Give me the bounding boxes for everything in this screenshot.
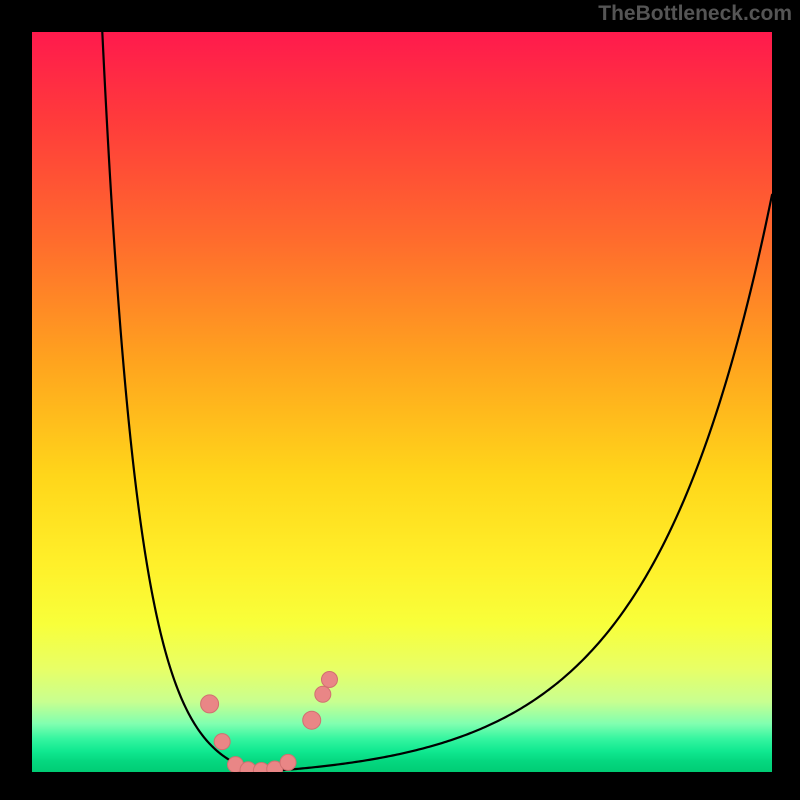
curve-marker — [303, 711, 321, 729]
chart-background — [32, 32, 772, 772]
curve-marker — [201, 695, 219, 713]
chart-plot-area — [32, 32, 772, 772]
curve-marker — [280, 754, 296, 770]
canvas-root: TheBottleneck.com — [0, 0, 800, 800]
attribution-watermark: TheBottleneck.com — [598, 2, 792, 26]
chart-svg — [32, 32, 772, 772]
curve-marker — [315, 686, 331, 702]
curve-marker — [321, 672, 337, 688]
curve-marker — [214, 734, 230, 750]
